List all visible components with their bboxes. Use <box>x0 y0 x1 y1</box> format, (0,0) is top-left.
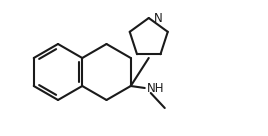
Text: NH: NH <box>147 81 164 95</box>
Text: N: N <box>154 13 162 26</box>
